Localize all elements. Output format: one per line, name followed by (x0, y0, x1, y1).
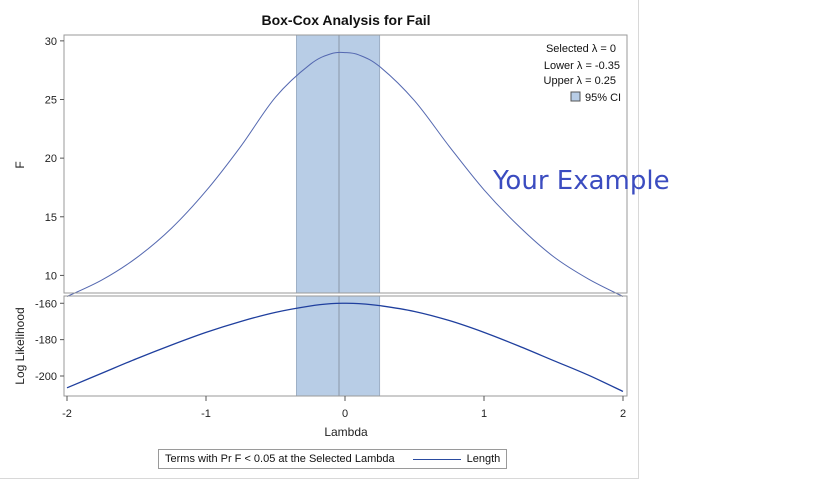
y-axis-title-f: F (13, 161, 27, 168)
lower-lambda-text: Lower λ = -0.35 (544, 60, 620, 72)
x-tick-label: -1 (201, 408, 211, 420)
x-tick-label: 1 (481, 408, 487, 420)
stats-annotation: Selected λ = 0 Lower λ = -0.35 Upper λ =… (544, 43, 622, 104)
top-y-tick-label: 15 (45, 212, 57, 224)
top-y-axis: 10 15 20 25 30 (45, 36, 64, 282)
top-y-tick-label: 25 (45, 95, 57, 107)
x-axis-title: Lambda (324, 425, 368, 439)
bottom-y-tick-label: -160 (35, 298, 57, 310)
bottom-y-tick-label: -200 (35, 371, 57, 383)
upper-lambda-text: Upper λ = 0.25 (544, 75, 616, 87)
x-tick-label: 0 (342, 408, 348, 420)
ci-swatch (570, 91, 581, 102)
legend-caption: Terms with Pr F < 0.05 at the Selected L… (165, 453, 395, 465)
watermark-text: Your Example (493, 166, 670, 196)
legend-series-label: Length (466, 453, 501, 465)
y-axis-title-log-likelihood: Log Likelihood (13, 307, 27, 384)
top-y-tick-label: 20 (45, 153, 57, 165)
selected-lambda-text: Selected λ = 0 (546, 43, 616, 55)
ci-label: 95% CI (585, 92, 621, 104)
chart-frame (0, 0, 639, 479)
bottom-y-tick-label: -180 (35, 335, 57, 347)
top-panel-border (63, 34, 628, 294)
top-y-tick-label: 30 (45, 36, 57, 48)
chart-title: Box-Cox Analysis for Fail (261, 12, 430, 28)
f-value-curve (66, 51, 624, 297)
confidence-band-top (296, 34, 381, 294)
log-likelihood-panel: -160 -180 -200 -2 -1 0 1 2 Log Likelihood Lamb… (13, 295, 628, 439)
legend-line-swatch (412, 458, 461, 460)
confidence-band-bottom (296, 295, 381, 397)
x-axis: -2 -1 0 1 2 (62, 396, 626, 420)
f-value-panel: 10 15 20 25 30 F Selected λ = 0 Lower λ = -0… (13, 34, 628, 297)
x-tick-label: -2 (62, 408, 72, 420)
top-y-tick-label: 10 (45, 270, 57, 282)
bottom-y-axis: -160 -180 -200 (35, 298, 64, 383)
x-tick-label: 2 (620, 408, 626, 420)
legend: Terms with Pr F < 0.05 at the Selected L… (158, 449, 508, 469)
log-likelihood-curve (66, 302, 624, 393)
